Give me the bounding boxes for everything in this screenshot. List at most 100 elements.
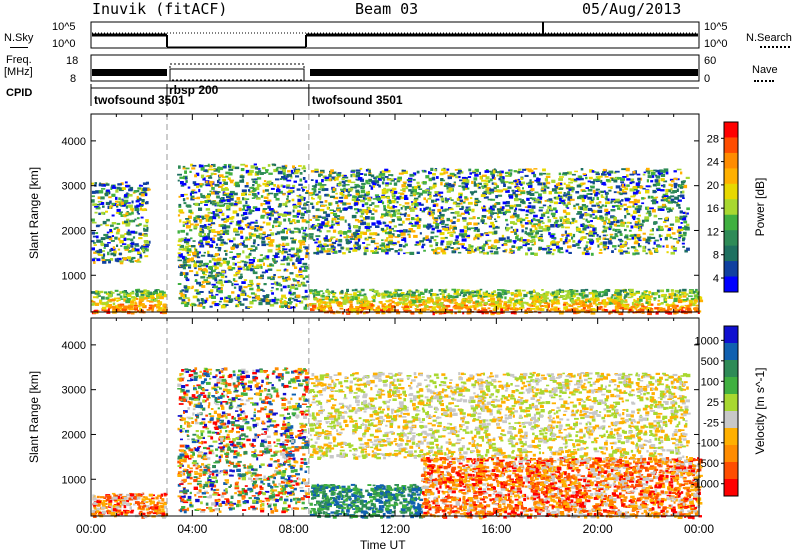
heatmap-cell: [432, 312, 435, 316]
heatmap-cell: [326, 248, 332, 251]
heatmap-cell: [393, 209, 399, 212]
heatmap-cell: [193, 304, 197, 307]
heatmap-cell: [209, 224, 213, 226]
heatmap-cell: [357, 220, 363, 223]
heatmap-cell: [291, 284, 295, 287]
heatmap-cell: [412, 192, 417, 195]
heatmap-cell: [316, 229, 321, 232]
heatmap-cell: [487, 180, 491, 183]
heatmap-cell: [135, 200, 140, 203]
heatmap-cell: [415, 300, 420, 303]
heatmap-cell: [614, 289, 620, 293]
heatmap-cell: [490, 301, 496, 304]
heatmap-cell: [398, 197, 401, 200]
heatmap-cell: [632, 217, 636, 221]
heatmap-cell: [250, 245, 256, 248]
heatmap-cell: [509, 297, 512, 299]
heatmap-cell: [612, 300, 617, 304]
heatmap-cell: [480, 219, 485, 223]
heatmap-cell: [94, 182, 97, 185]
heatmap-cell: [263, 196, 269, 199]
heatmap-cell: [686, 307, 691, 311]
heatmap-cell: [608, 189, 612, 192]
heatmap-cell: [618, 204, 624, 208]
heatmap-cell: [659, 234, 663, 237]
heatmap-cell: [456, 202, 461, 205]
heatmap-cell: [311, 198, 315, 200]
heatmap-cell: [361, 302, 365, 305]
heatmap-cell: [517, 178, 520, 181]
heatmap-cell: [417, 242, 421, 246]
heatmap-cell: [500, 311, 504, 314]
heatmap-cell: [125, 293, 128, 296]
heatmap-cell: [252, 269, 255, 273]
heatmap-cell: [630, 291, 633, 293]
heatmap-cell: [636, 190, 640, 194]
heatmap-cell: [660, 199, 665, 202]
heatmap-cell: [372, 232, 378, 236]
heatmap-cell: [219, 236, 223, 239]
heatmap-cell: [185, 225, 191, 229]
heatmap-cell: [131, 299, 136, 302]
heatmap-cell: [661, 196, 667, 199]
heatmap-cell: [463, 292, 466, 294]
heatmap-cell: [343, 236, 347, 239]
heatmap-cell: [581, 204, 586, 207]
heatmap-cell: [286, 179, 292, 182]
heatmap-cell: [520, 301, 524, 303]
heatmap-cell: [229, 198, 234, 201]
heatmap-cell: [555, 209, 558, 213]
heatmap-cell: [281, 251, 284, 255]
heatmap-cell: [254, 166, 259, 170]
heatmap-cell: [582, 301, 586, 304]
heatmap-cell: [453, 302, 456, 304]
heatmap-cell: [209, 219, 213, 222]
heatmap-cell: [650, 180, 654, 183]
heatmap-cell: [426, 297, 432, 301]
heatmap-cell: [437, 215, 442, 217]
heatmap-cell: [249, 186, 254, 189]
heatmap-cell: [280, 184, 284, 188]
heatmap-cell: [694, 289, 698, 293]
heatmap-cell: [355, 169, 361, 172]
heatmap-cell: [132, 192, 136, 194]
heatmap-cell: [466, 291, 470, 294]
heatmap-cell: [392, 197, 395, 200]
heatmap-cell: [481, 307, 487, 310]
heatmap-cell: [368, 169, 371, 174]
heatmap-cell: [389, 182, 392, 185]
heatmap-cell: [229, 251, 233, 253]
heatmap-cell: [458, 185, 462, 187]
heatmap-cell: [579, 215, 583, 219]
heatmap-cell: [192, 295, 198, 299]
heatmap-cell: [503, 301, 507, 305]
heatmap-cell: [183, 202, 187, 205]
heatmap-cell: [402, 306, 407, 310]
heatmap-cell: [363, 252, 367, 256]
heatmap-cell: [636, 217, 640, 220]
heatmap-cell: [260, 202, 263, 207]
heatmap-cell: [598, 201, 602, 204]
heatmap-cell: [487, 170, 492, 173]
heatmap-cell: [324, 222, 329, 225]
heatmap-cell: [504, 307, 509, 311]
heatmap-cell: [650, 195, 654, 199]
heatmap-cell: [486, 191, 490, 194]
heatmap-cell: [480, 194, 486, 197]
heatmap-cell: [386, 305, 391, 308]
heatmap-cell: [182, 247, 186, 250]
heatmap-cell: [433, 250, 437, 255]
heatmap-cell: [519, 307, 525, 309]
heatmap-cell: [290, 285, 295, 289]
heatmap-cell: [134, 208, 140, 212]
heatmap-cell: [535, 292, 540, 296]
heatmap-cell: [571, 236, 574, 240]
heatmap-cell: [144, 240, 149, 244]
heatmap-cell: [245, 169, 251, 174]
heatmap-cell: [580, 293, 584, 297]
heatmap-cell: [632, 252, 636, 256]
heatmap-cell: [141, 247, 145, 250]
heatmap-cell: [252, 189, 256, 192]
heatmap-cell: [236, 230, 239, 233]
heatmap-cell: [186, 248, 192, 252]
